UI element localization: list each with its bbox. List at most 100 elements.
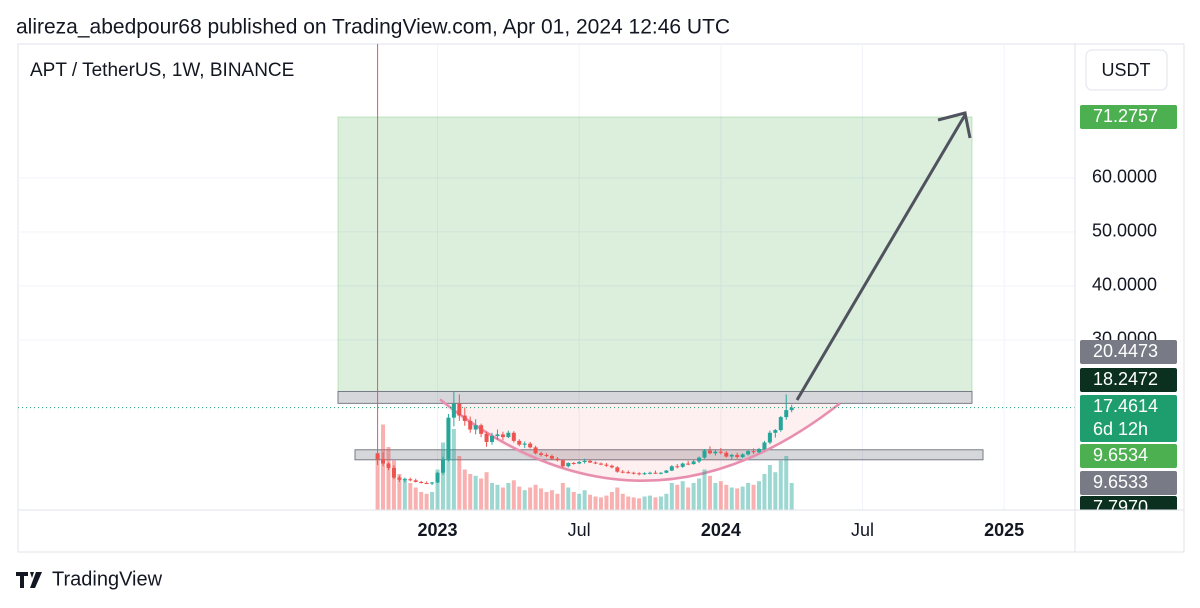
volume-bar [588, 494, 593, 510]
volume-bar [571, 492, 576, 510]
candle-body [549, 456, 554, 459]
volume-bar [713, 483, 718, 510]
volume-bar [539, 488, 544, 510]
volume-bar [468, 474, 473, 510]
volume-bar [675, 484, 680, 510]
candle-body [637, 473, 642, 475]
resistance-zone [337, 390, 973, 404]
volume-bar [446, 420, 451, 510]
volume-bar [522, 490, 527, 510]
candle-body [680, 463, 685, 467]
volume-bar [457, 456, 462, 510]
candle-body [598, 463, 603, 465]
volume-bar [517, 486, 522, 510]
candle-body [648, 472, 653, 474]
volume-bar [778, 460, 783, 510]
candle-body [397, 477, 402, 480]
volume-bar [560, 483, 565, 510]
volume-bar [669, 483, 674, 510]
volume-bar [648, 495, 653, 510]
target-zone [337, 116, 973, 392]
volume-bar [680, 481, 685, 510]
candle-body [789, 407, 794, 411]
price-badge-label: 71.2757 [1093, 106, 1158, 126]
candle-body [381, 459, 386, 464]
projection-arrow [795, 114, 967, 401]
candle-body [740, 454, 745, 458]
candle-body [615, 467, 620, 472]
volume-bar [555, 493, 560, 510]
candle-body [702, 450, 707, 458]
volume-bar [707, 475, 712, 510]
candle-body [391, 467, 396, 478]
volume-bar [462, 469, 467, 510]
candle-body [528, 443, 533, 448]
candle-body [419, 481, 424, 484]
candle-body [484, 433, 489, 442]
candle-body [451, 403, 456, 418]
volume-bar [664, 493, 669, 510]
volume-bar [528, 487, 533, 510]
price-scale: 30.000040.000050.000060.000071.275720.44… [1080, 105, 1177, 510]
candle-body [430, 482, 435, 484]
volume-bar [697, 478, 702, 510]
candle-body [675, 466, 680, 468]
candle-body [560, 460, 565, 467]
price-badge-label: 9.6533 [1093, 472, 1148, 492]
price-badge [1080, 471, 1177, 495]
volume-bar [544, 492, 549, 510]
candle-body [593, 462, 598, 464]
currency-button[interactable]: USDT [1085, 49, 1168, 91]
candle-body [408, 479, 413, 481]
volume-bar [440, 442, 445, 510]
volume-bar [593, 496, 598, 510]
price-badge-label: 18.2472 [1093, 369, 1158, 389]
price-badge [1080, 395, 1177, 442]
price-badge [1080, 496, 1177, 510]
candle-body [620, 471, 625, 473]
volume-bar [686, 487, 691, 510]
x-tick-label: Jul [568, 520, 591, 540]
volume-bar [506, 483, 511, 510]
volume-bar [631, 497, 636, 510]
footer-logo: TradingView [16, 568, 163, 590]
candle-body [375, 453, 380, 460]
candle-body [713, 451, 718, 454]
candle-body [686, 463, 691, 465]
candle-body [490, 436, 495, 442]
volume-bar [402, 478, 407, 510]
volume-bar [424, 493, 429, 510]
volume-bar [408, 483, 413, 510]
candle-body [653, 472, 658, 474]
volume-bar [767, 465, 772, 510]
candle-body [626, 472, 631, 474]
candle-body [588, 460, 593, 463]
time-axis: 2023 Jul 2024 Jul 2025 [418, 520, 1025, 540]
candle-body [495, 434, 500, 437]
price-badge [1080, 444, 1177, 468]
volume-bar [784, 456, 789, 510]
currency-button-box[interactable] [1085, 49, 1168, 91]
x-tick-label: 2024 [701, 520, 741, 540]
candle-body [566, 463, 571, 467]
candle-body [735, 454, 740, 458]
candle-body [533, 447, 538, 454]
volume-bar [413, 487, 418, 510]
volume-bar [637, 498, 642, 510]
candle-body [440, 459, 445, 473]
candle-body [539, 453, 544, 455]
candle-body [762, 442, 767, 449]
candle-body [724, 452, 729, 457]
volume-bar [740, 486, 745, 510]
currency-label[interactable]: USDT [1102, 60, 1151, 80]
x-tick-label: Jul [851, 520, 874, 540]
volume-bar [391, 460, 396, 510]
candle-body [511, 432, 516, 441]
logo-mark [16, 572, 42, 588]
grid [18, 44, 1075, 510]
candle-body [544, 454, 549, 457]
candle-body [468, 420, 473, 430]
candle-body [506, 432, 511, 438]
candle-body [718, 451, 723, 453]
